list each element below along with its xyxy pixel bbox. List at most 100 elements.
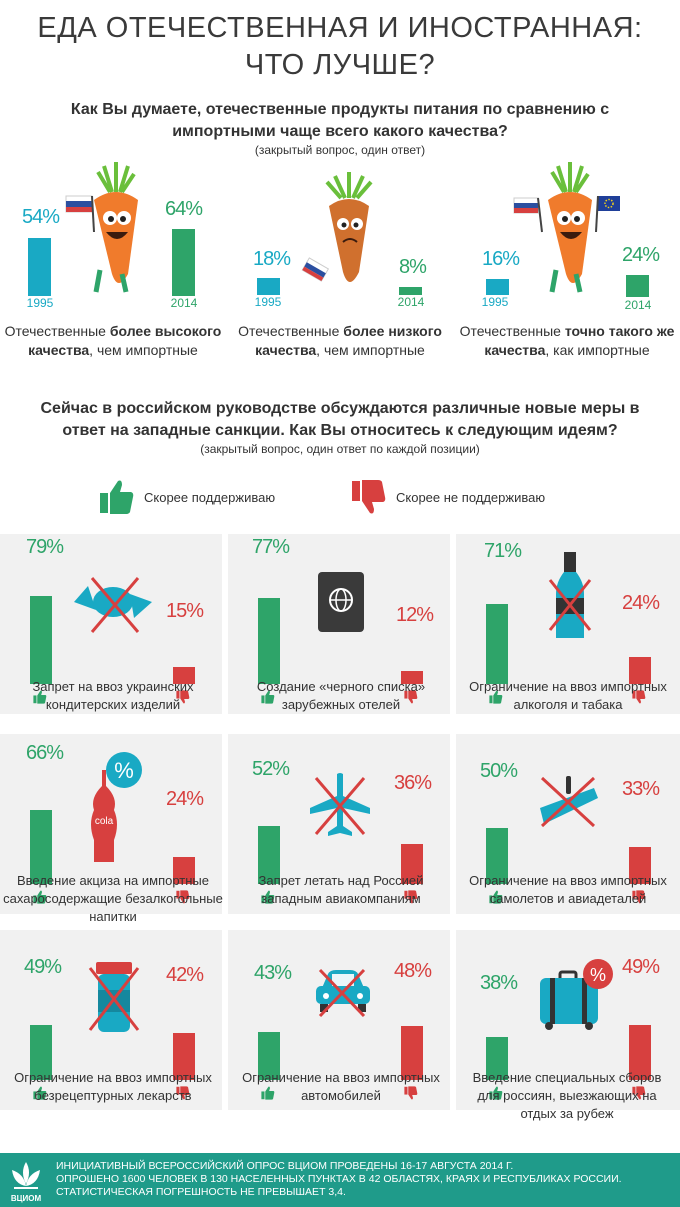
measure-caption: Ограничение на ввоз импортных безрецепту… <box>14 1070 212 1103</box>
page-title: ЕДА ОТЕЧЕСТВЕННАЯ И ИНОСТРАННАЯ: ЧТО ЛУЧ… <box>0 10 680 84</box>
car-icon <box>316 968 370 1018</box>
bar-2014 <box>626 275 649 297</box>
measure-caption: Ограничение на ввоз импортных алкоголя и… <box>469 679 667 712</box>
support-pct: 38% <box>480 972 518 994</box>
bar-1995 <box>257 278 280 295</box>
bar-1995 <box>28 238 51 296</box>
thumbs-up-icon <box>261 690 275 704</box>
thumbs-down-icon <box>352 480 386 514</box>
thumbs-down-icon <box>632 890 646 904</box>
question-1-note: (закрытый вопрос, один ответ) <box>254 143 426 157</box>
bar-2014 <box>172 229 195 296</box>
measure-panel: 50% 33% <box>456 734 680 914</box>
oppose-bar <box>401 671 423 684</box>
oppose-bar <box>629 847 651 884</box>
measure-panel: 66% 24% cola % <box>0 734 222 914</box>
legend-support-label: Скорее поддерживаю <box>144 489 276 505</box>
oppose-bar <box>173 857 195 884</box>
support-pct: 49% <box>24 956 62 978</box>
support-bar <box>258 598 280 684</box>
thumbs-up-icon <box>261 1086 275 1100</box>
oppose-pct: 48% <box>394 960 432 982</box>
oppose-pct: 24% <box>622 592 660 614</box>
vciom-logo-icon <box>12 1162 40 1189</box>
support-pct: 79% <box>26 536 64 558</box>
cola-icon: cola % <box>91 752 142 862</box>
thumbs-down-icon <box>404 690 418 704</box>
title-line-2: ЧТО ЛУЧШЕ? <box>244 49 436 81</box>
svg-text:cola: cola <box>95 816 114 827</box>
footer-line-3: Статистическая погрешность не превышает … <box>56 1186 346 1198</box>
thumbs-down-icon <box>404 1086 418 1100</box>
support-bar <box>258 1032 280 1080</box>
support-pct: 50% <box>480 760 518 782</box>
oppose-pct: 12% <box>396 604 434 626</box>
candy-icon <box>74 577 152 633</box>
year-1995: 1995 <box>481 295 509 309</box>
support-bar <box>486 1037 508 1080</box>
legend-support: Скорее поддерживаю <box>100 477 275 517</box>
thumbs-up-icon <box>489 690 503 704</box>
measure-panel: 49% 42% <box>0 930 222 1110</box>
measure-panel: 79% 15% <box>0 534 222 714</box>
thumbs-down-icon <box>176 690 190 704</box>
pct-1995: 18% <box>253 248 291 270</box>
support-pct: 43% <box>254 962 292 984</box>
support-pct: 71% <box>484 540 522 562</box>
oppose-bar <box>173 667 195 684</box>
caption-same: Отечественные точно такого же качества, … <box>459 323 675 358</box>
measure-panel: 38% 49% % <box>456 930 680 1110</box>
support-pct: 52% <box>252 758 290 780</box>
thumbs-up-icon <box>100 480 134 514</box>
measure-panel: 77% 12% <box>228 534 450 714</box>
bar-2014 <box>399 287 422 295</box>
year-2014: 2014 <box>170 296 198 310</box>
oppose-bar <box>629 1025 651 1080</box>
thumbs-up-icon <box>261 890 275 904</box>
thumbs-up-icon <box>489 1086 503 1100</box>
question-1: Как Вы думаете, отечественные продукты п… <box>70 101 610 140</box>
oppose-pct: 36% <box>394 772 432 794</box>
year-1995: 1995 <box>26 296 54 310</box>
passport-icon <box>318 572 364 632</box>
footer-line-1: Инициативный всероссийский опрос ВЦИОМ п… <box>56 1160 514 1172</box>
airplane-icon <box>310 773 370 836</box>
title-line-1: ЕДА ОТЕЧЕСТВЕННАЯ И ИНОСТРАННАЯ: <box>37 12 643 44</box>
measure-caption: Ограничение на ввоз импортных автомобиле… <box>242 1070 440 1103</box>
pct-1995: 16% <box>482 248 520 270</box>
thumbs-up-icon <box>33 690 47 704</box>
support-bar <box>258 826 280 884</box>
measure-panel: 43% 48% <box>228 930 450 1110</box>
thumbs-down-icon <box>632 690 646 704</box>
support-bar <box>30 1025 52 1080</box>
svg-text:%: % <box>114 758 134 783</box>
suitcase-icon: % <box>540 959 613 1030</box>
support-pct: 66% <box>26 742 64 764</box>
oppose-bar <box>401 1026 423 1080</box>
measure-caption: Ограничение на ввоз импортных самолетов … <box>469 873 667 906</box>
oppose-pct: 33% <box>622 778 660 800</box>
thumbs-up-icon <box>33 1086 47 1100</box>
bar-1995 <box>486 279 509 295</box>
oppose-pct: 49% <box>622 956 660 978</box>
question-2: Сейчас в российском руководстве обсуждаю… <box>40 400 640 439</box>
legend-oppose: Скорее не поддерживаю <box>352 477 545 517</box>
oppose-bar <box>629 657 651 684</box>
thumbs-down-icon <box>176 1086 190 1100</box>
support-bar <box>486 604 508 684</box>
oppose-pct: 42% <box>166 964 204 986</box>
measure-panel: 52% 36% <box>228 734 450 914</box>
thumbs-down-icon <box>632 1086 646 1100</box>
thumbs-up-icon <box>33 890 47 904</box>
footer-line-2: Опрошено 1600 человек в 130 населенных п… <box>56 1173 622 1185</box>
support-bar <box>30 810 52 884</box>
oppose-bar <box>173 1033 195 1080</box>
quality-lower: 18% 1995 8% 2014 Отечественные более низ… <box>227 160 453 380</box>
measure-caption: Создание «черного списка» зарубежных оте… <box>256 679 426 712</box>
thumbs-down-icon <box>404 890 418 904</box>
caption-lower: Отечественные более низкого качества, че… <box>238 323 442 358</box>
airplane-parts-icon <box>540 776 598 828</box>
pct-1995: 54% <box>22 206 60 228</box>
oppose-bar <box>401 844 423 884</box>
oppose-pct: 24% <box>166 788 204 810</box>
